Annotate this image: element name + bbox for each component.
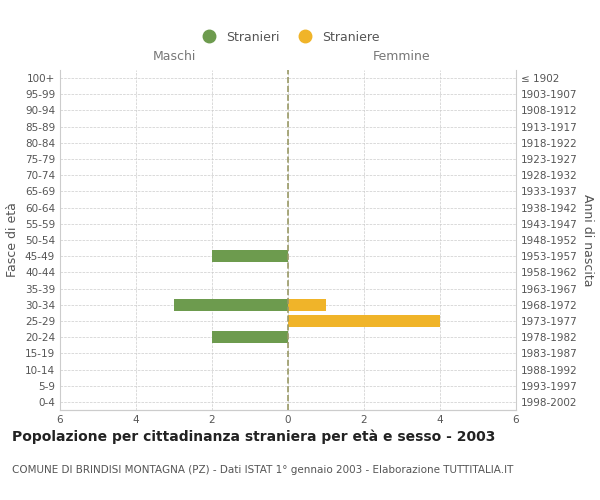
Text: Popolazione per cittadinanza straniera per età e sesso - 2003: Popolazione per cittadinanza straniera p… xyxy=(12,430,496,444)
Legend: Stranieri, Straniere: Stranieri, Straniere xyxy=(191,26,385,49)
Text: Maschi: Maschi xyxy=(152,50,196,62)
Bar xyxy=(174,298,288,311)
Y-axis label: Anni di nascita: Anni di nascita xyxy=(581,194,594,286)
Bar xyxy=(212,331,288,343)
Text: COMUNE DI BRINDISI MONTAGNA (PZ) - Dati ISTAT 1° gennaio 2003 - Elaborazione TUT: COMUNE DI BRINDISI MONTAGNA (PZ) - Dati … xyxy=(12,465,514,475)
Bar xyxy=(212,250,288,262)
Text: Femmine: Femmine xyxy=(373,50,431,62)
Bar xyxy=(288,315,440,327)
Bar xyxy=(288,298,326,311)
Y-axis label: Fasce di età: Fasce di età xyxy=(7,202,19,278)
